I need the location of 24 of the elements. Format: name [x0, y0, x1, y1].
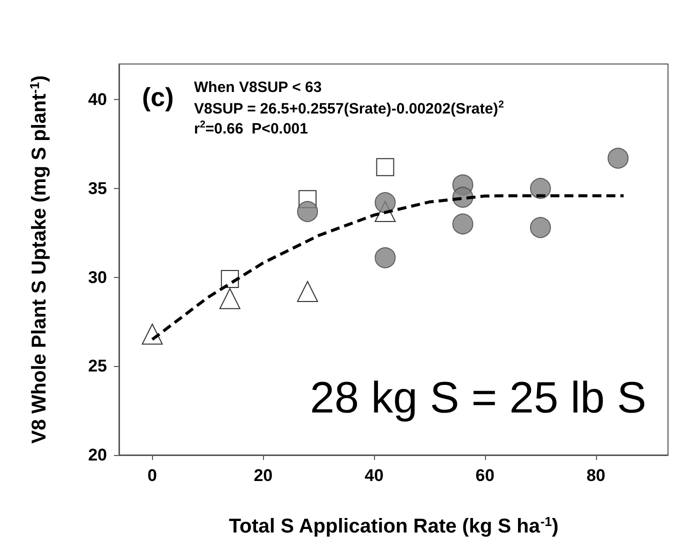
- y-tick-label: 30: [88, 268, 107, 287]
- point: [530, 178, 551, 199]
- point: [297, 201, 318, 222]
- x-tick-label: 60: [476, 466, 494, 485]
- point: [608, 148, 629, 169]
- x-tick-label: 20: [254, 466, 273, 485]
- y-tick-label: 25: [88, 356, 107, 376]
- point: [374, 192, 396, 214]
- annotation: (c): [142, 82, 174, 112]
- x-tick-label: 0: [148, 466, 158, 485]
- x-tick-label: 40: [364, 466, 384, 485]
- annotation: 28 kg S = 25 lb S: [310, 374, 646, 422]
- point: [374, 247, 396, 268]
- y-axis-title: V8 Whole Plant S Uptake (mg S plant-1): [27, 75, 50, 444]
- x-tick-label: 80: [586, 466, 606, 485]
- y-tick-label: 20: [88, 446, 107, 464]
- point: [452, 213, 474, 234]
- point: [530, 217, 551, 238]
- y-tick-label: 35: [88, 178, 107, 198]
- point: [376, 158, 394, 176]
- point: [219, 288, 240, 310]
- point: [297, 280, 318, 302]
- annotation: When V8SUP < 63: [194, 79, 322, 96]
- y-tick-label: 40: [88, 90, 107, 110]
